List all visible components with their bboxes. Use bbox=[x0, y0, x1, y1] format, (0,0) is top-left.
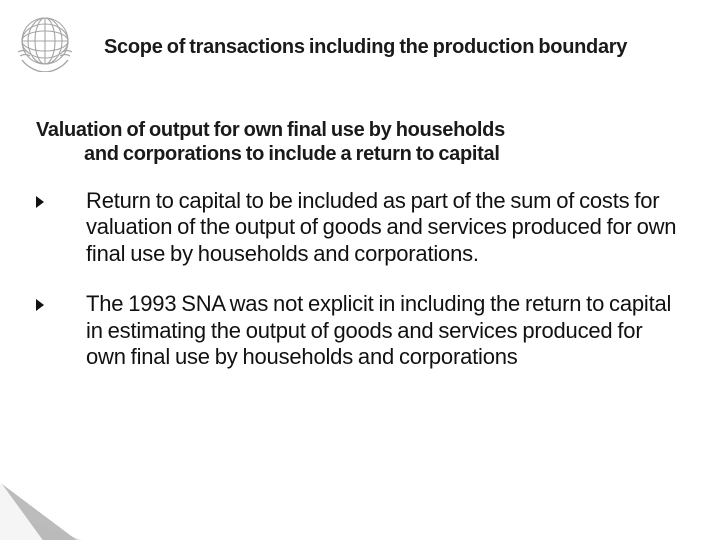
un-logo bbox=[14, 10, 76, 72]
bullet-list: Return to capital to be included as part… bbox=[36, 188, 684, 394]
slide-subtitle: Valuation of output for own final use by… bbox=[36, 118, 660, 166]
bullet-marker-icon bbox=[36, 291, 86, 311]
corner-decor bbox=[0, 440, 150, 540]
bullet-text: Return to capital to be included as part… bbox=[86, 188, 684, 267]
bullet-marker-icon bbox=[36, 188, 86, 208]
bullet-text: The 1993 SNA was not explicit in includi… bbox=[86, 291, 684, 370]
subtitle-line-2: and corporations to include a return to … bbox=[36, 142, 660, 166]
list-item: The 1993 SNA was not explicit in includi… bbox=[36, 291, 684, 370]
list-item: Return to capital to be included as part… bbox=[36, 188, 684, 267]
slide-title: Scope of transactions including the prod… bbox=[104, 36, 704, 59]
subtitle-line-1: Valuation of output for own final use by… bbox=[36, 119, 505, 141]
slide: Scope of transactions including the prod… bbox=[0, 0, 720, 540]
